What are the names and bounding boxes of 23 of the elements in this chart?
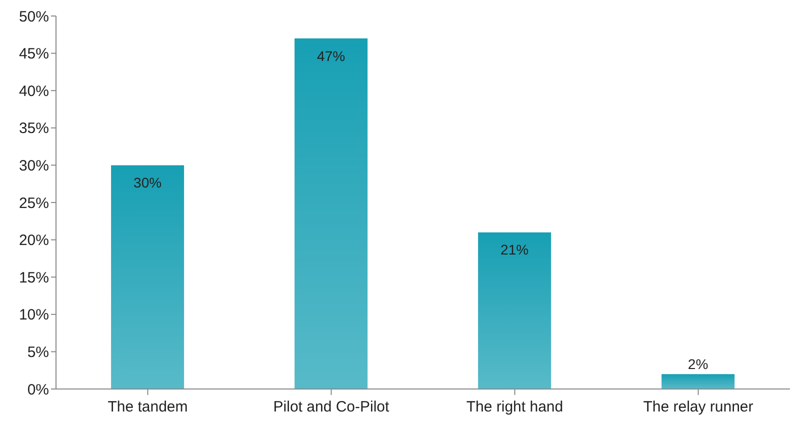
x-tick-label: Pilot and Co-Pilot bbox=[273, 398, 390, 416]
x-tick-label: The tandem bbox=[108, 398, 188, 416]
bar bbox=[294, 38, 368, 389]
x-tick-label: The relay runner bbox=[643, 398, 754, 416]
data-label: 21% bbox=[500, 242, 529, 258]
data-label: 47% bbox=[317, 48, 346, 64]
y-tick-label: 35% bbox=[18, 120, 49, 138]
bar bbox=[478, 232, 552, 389]
y-tick-label: 25% bbox=[18, 194, 49, 212]
y-tick-label: 45% bbox=[18, 46, 49, 63]
data-label: 2% bbox=[688, 356, 708, 372]
y-tick-label: 30% bbox=[18, 158, 49, 175]
bar bbox=[662, 374, 735, 389]
y-tick-label: 20% bbox=[18, 232, 49, 250]
y-tick-label: 0% bbox=[27, 381, 49, 398]
y-tick-label: 15% bbox=[18, 269, 49, 286]
y-tick-label: 50% bbox=[18, 8, 49, 26]
x-tick-label: The right hand bbox=[466, 398, 564, 416]
data-label: 30% bbox=[134, 174, 162, 191]
y-tick-label: 40% bbox=[18, 82, 49, 100]
bar bbox=[111, 165, 184, 389]
y-tick-label: 5% bbox=[27, 344, 49, 362]
y-tick-label: 10% bbox=[18, 306, 49, 324]
